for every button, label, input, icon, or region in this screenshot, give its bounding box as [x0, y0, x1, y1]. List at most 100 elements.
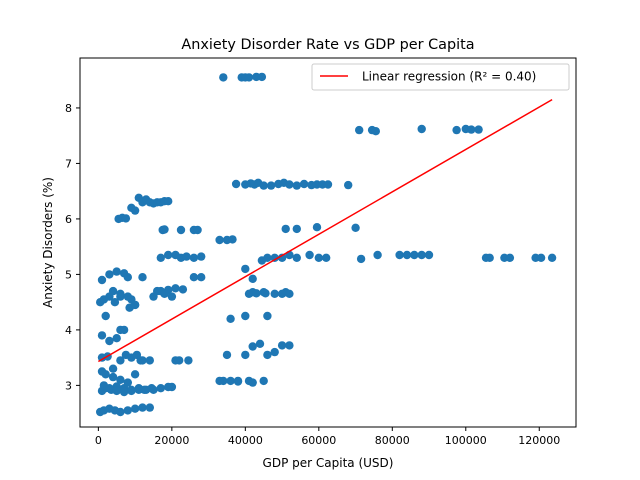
y-tick-label: 7 [65, 157, 72, 170]
data-point [178, 285, 188, 294]
data-point [277, 253, 287, 262]
data-point [417, 250, 426, 260]
data-point [197, 252, 206, 261]
data-point [145, 403, 154, 412]
data-point [182, 252, 191, 261]
data-points [96, 72, 557, 417]
data-point [244, 73, 254, 82]
data-point [299, 179, 309, 189]
data-point [277, 289, 287, 298]
data-point [184, 356, 193, 365]
data-point [167, 292, 177, 301]
chart-title: Anxiety Disorder Rate vs GDP per Capita [181, 37, 474, 53]
data-point [116, 407, 125, 417]
x-tick-label: 0 [95, 434, 102, 447]
data-point [112, 386, 121, 396]
data-point [105, 384, 114, 393]
data-point [292, 181, 301, 190]
data-point [138, 356, 147, 365]
data-point [292, 224, 301, 234]
plot-frame [79, 57, 577, 428]
data-point [402, 250, 412, 260]
data-point [248, 378, 257, 387]
regression-line [97, 98, 553, 363]
data-point [97, 331, 107, 340]
data-point [116, 375, 125, 384]
data-point [215, 376, 224, 386]
y-tick-label: 6 [65, 213, 72, 226]
data-point [371, 127, 380, 136]
data-point [261, 289, 270, 298]
data-point [255, 339, 265, 348]
data-point [123, 292, 132, 301]
data-point [314, 253, 323, 262]
data-point [130, 206, 140, 215]
data-point [164, 382, 173, 392]
data-point [130, 300, 140, 310]
data-point [285, 341, 294, 350]
data-point [285, 289, 294, 298]
data-point [130, 404, 140, 413]
data-point [219, 73, 228, 82]
data-point [160, 289, 169, 298]
y-tick-label: 3 [65, 379, 72, 392]
data-point [474, 125, 483, 134]
data-point [171, 284, 180, 293]
data-point [259, 181, 268, 190]
data-point [105, 270, 114, 279]
data-point [312, 223, 322, 232]
data-point [156, 384, 165, 393]
x-axis: 0 20000 40000 60000 80000 100000 120000 [95, 427, 560, 447]
data-point [322, 253, 331, 262]
data-point [395, 250, 404, 260]
data-point [222, 350, 232, 360]
data-point [121, 214, 131, 223]
y-tick-label: 5 [65, 268, 72, 281]
data-point [356, 254, 366, 264]
data-point [277, 341, 287, 350]
x-tick-label: 120000 [518, 434, 560, 447]
data-point [105, 336, 114, 346]
data-point [101, 311, 110, 321]
data-point [263, 311, 272, 321]
data-point [112, 267, 121, 276]
data-point [226, 376, 235, 386]
x-tick-label: 100000 [445, 434, 487, 447]
data-point [266, 181, 276, 190]
x-tick-label: 80000 [375, 434, 410, 447]
x-axis-label: GDP per Capita (USD) [263, 456, 394, 470]
data-point [156, 253, 165, 262]
data-point [485, 253, 494, 262]
data-point [248, 274, 257, 283]
data-point [241, 311, 250, 321]
x-tick-label: 20000 [154, 434, 189, 447]
data-point [305, 250, 314, 260]
data-point [263, 253, 272, 262]
data-point [164, 197, 173, 206]
data-point [130, 370, 140, 379]
data-point [228, 235, 237, 244]
y-axis: 3 4 5 6 7 8 [65, 102, 80, 392]
data-point [123, 406, 132, 415]
data-point [248, 342, 257, 351]
data-point [149, 385, 158, 394]
data-point [141, 385, 151, 394]
data-point [292, 253, 301, 262]
data-point [116, 356, 125, 365]
data-point [547, 253, 557, 262]
data-point [108, 364, 118, 373]
legend-label: Linear regression (R² = 0.40) [362, 70, 536, 84]
data-point [189, 253, 199, 262]
legend-frame [311, 63, 570, 91]
data-point [134, 385, 143, 394]
data-point [270, 253, 279, 262]
legend: Linear regression (R² = 0.40) [311, 63, 570, 91]
data-point [108, 286, 118, 296]
data-point [467, 125, 476, 134]
data-point [259, 376, 268, 386]
data-point [270, 347, 279, 357]
data-point [263, 350, 272, 360]
data-point [241, 264, 250, 274]
data-point [410, 250, 419, 260]
